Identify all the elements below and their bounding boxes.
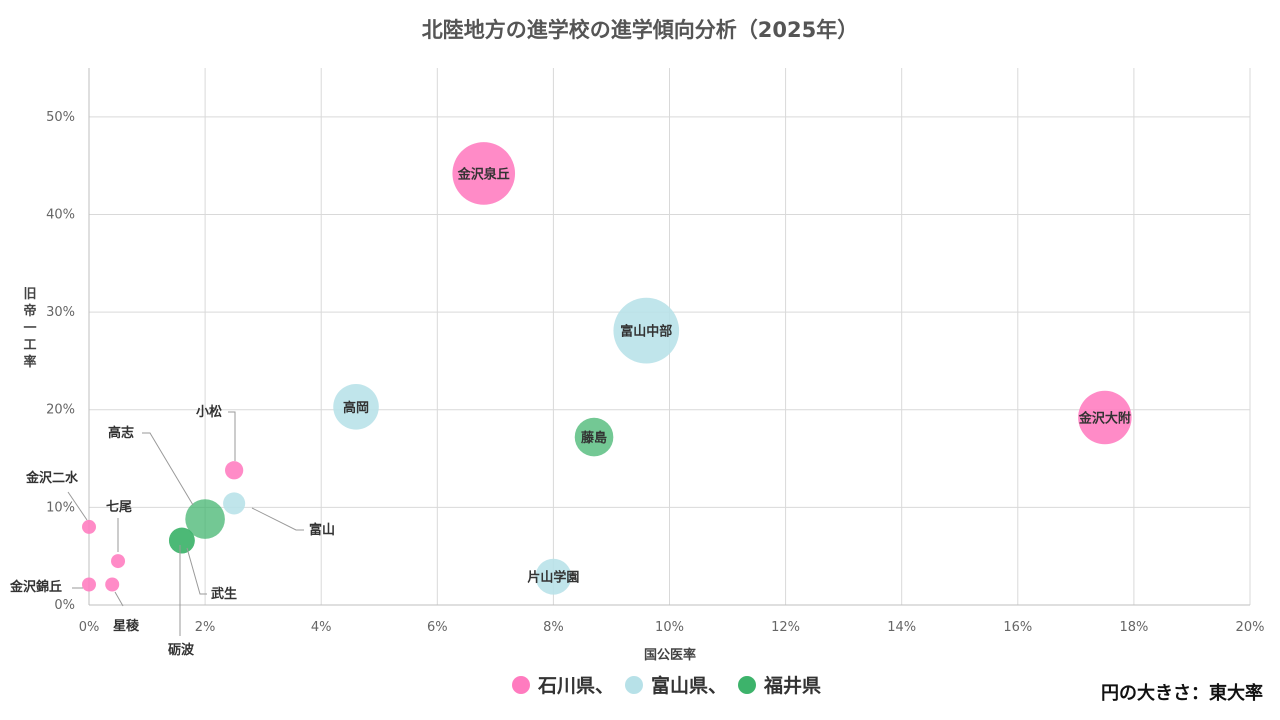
bubble-label-星稜: 星稜 — [113, 618, 140, 634]
y-axis-label-char: 一 — [23, 321, 36, 336]
bubble-富山 — [223, 492, 246, 515]
bubble-高志 — [185, 499, 225, 539]
leader-line-星稜 — [114, 591, 124, 607]
x-tick-label: 20% — [1236, 620, 1265, 635]
x-tick-label: 18% — [1119, 620, 1148, 635]
bubble-label-小松: 小松 — [196, 404, 222, 420]
legend-marker-ishikawa — [512, 676, 530, 694]
legend-marker-fukui — [738, 676, 756, 694]
bubble-label-高岡: 高岡 — [343, 400, 369, 416]
x-axis-label: 国公医率 — [644, 647, 696, 663]
y-axis-label-char: 工 — [23, 338, 36, 353]
x-tick-label: 0% — [79, 620, 100, 635]
bubble-label-七尾: 七尾 — [106, 500, 132, 515]
bubble-高岡 — [333, 384, 379, 430]
bubble-金沢錦丘 — [82, 577, 96, 592]
bubble-size-note: 円の大きさ：東大率 — [1101, 682, 1263, 704]
chart-title: 北陸地方の進学校の進学傾向分析（2025年） — [422, 18, 858, 42]
bubble-label-富山: 富山 — [309, 522, 335, 538]
bubble-label-金沢錦丘: 金沢錦丘 — [9, 579, 62, 595]
y-tick-label: 0% — [54, 598, 75, 613]
bubble-label-金沢二水: 金沢二水 — [25, 470, 79, 486]
bubble-label-片山学園: 片山学園 — [527, 570, 579, 586]
bubble-藤島 — [574, 417, 614, 457]
bubble-片山学園 — [535, 558, 572, 595]
bubble-label-金沢大附: 金沢大附 — [1078, 411, 1131, 427]
axis-ticks: 0% 2% 4% 6% 8% 10% 12% 14% 16% 18% 20% 0% 10% 20% 30% 4… — [46, 110, 1264, 635]
x-tick-label: 12% — [771, 620, 800, 635]
bubble-砺波 — [168, 527, 195, 554]
legend-label-ishikawa: 石川県、 — [537, 675, 614, 697]
leader-line-高志 — [142, 432, 194, 506]
bubbles — [82, 142, 1132, 595]
bubble-金沢二水 — [82, 519, 96, 534]
x-tick-label: 10% — [655, 620, 684, 635]
y-axis-label-char: 旧 — [23, 287, 36, 302]
leader-line-小松 — [228, 411, 236, 461]
bubble-label-富山中部: 富山中部 — [620, 324, 672, 340]
x-tick-label: 6% — [427, 620, 448, 635]
y-axis-label: 旧帝一工率 — [23, 287, 36, 370]
leader-line-金沢二水 — [67, 491, 88, 521]
y-axis-label-char: 帝 — [23, 303, 36, 319]
bubble-小松 — [224, 461, 244, 480]
legend-marker-toyama — [625, 676, 643, 694]
x-tick-label: 8% — [543, 620, 564, 635]
bubble-label-藤島: 藤島 — [581, 430, 607, 446]
y-tick-label: 30% — [46, 305, 75, 320]
legend-label-fukui: 福井県 — [763, 674, 821, 697]
legend: 石川県、 富山県、 福井県 — [512, 674, 821, 697]
y-tick-label: 50% — [46, 110, 75, 125]
bubble-金沢泉丘 — [452, 142, 516, 205]
bubble-金沢大附 — [1078, 390, 1132, 445]
x-tick-label: 4% — [311, 620, 332, 635]
x-tick-label: 2% — [195, 620, 216, 635]
leader-lines — [67, 411, 304, 636]
y-tick-label: 40% — [46, 207, 75, 222]
y-tick-label: 10% — [46, 500, 75, 515]
y-tick-label: 20% — [46, 403, 75, 418]
bubble-星稜 — [105, 577, 120, 592]
x-tick-label: 16% — [1003, 620, 1032, 635]
y-axis-label-char: 率 — [23, 354, 36, 370]
bubble-label-金沢泉丘: 金沢泉丘 — [457, 166, 510, 182]
bubble-label-武生: 武生 — [211, 586, 237, 602]
bubble-七尾 — [111, 554, 126, 569]
bubble-富山中部 — [613, 297, 680, 364]
leader-line-武生 — [186, 547, 207, 595]
bubble-label-高志: 高志 — [108, 425, 134, 441]
legend-label-toyama: 富山県、 — [651, 674, 727, 697]
leader-line-富山 — [251, 507, 304, 531]
bubble-label-砺波: 砺波 — [168, 642, 195, 658]
x-tick-label: 14% — [887, 620, 916, 635]
